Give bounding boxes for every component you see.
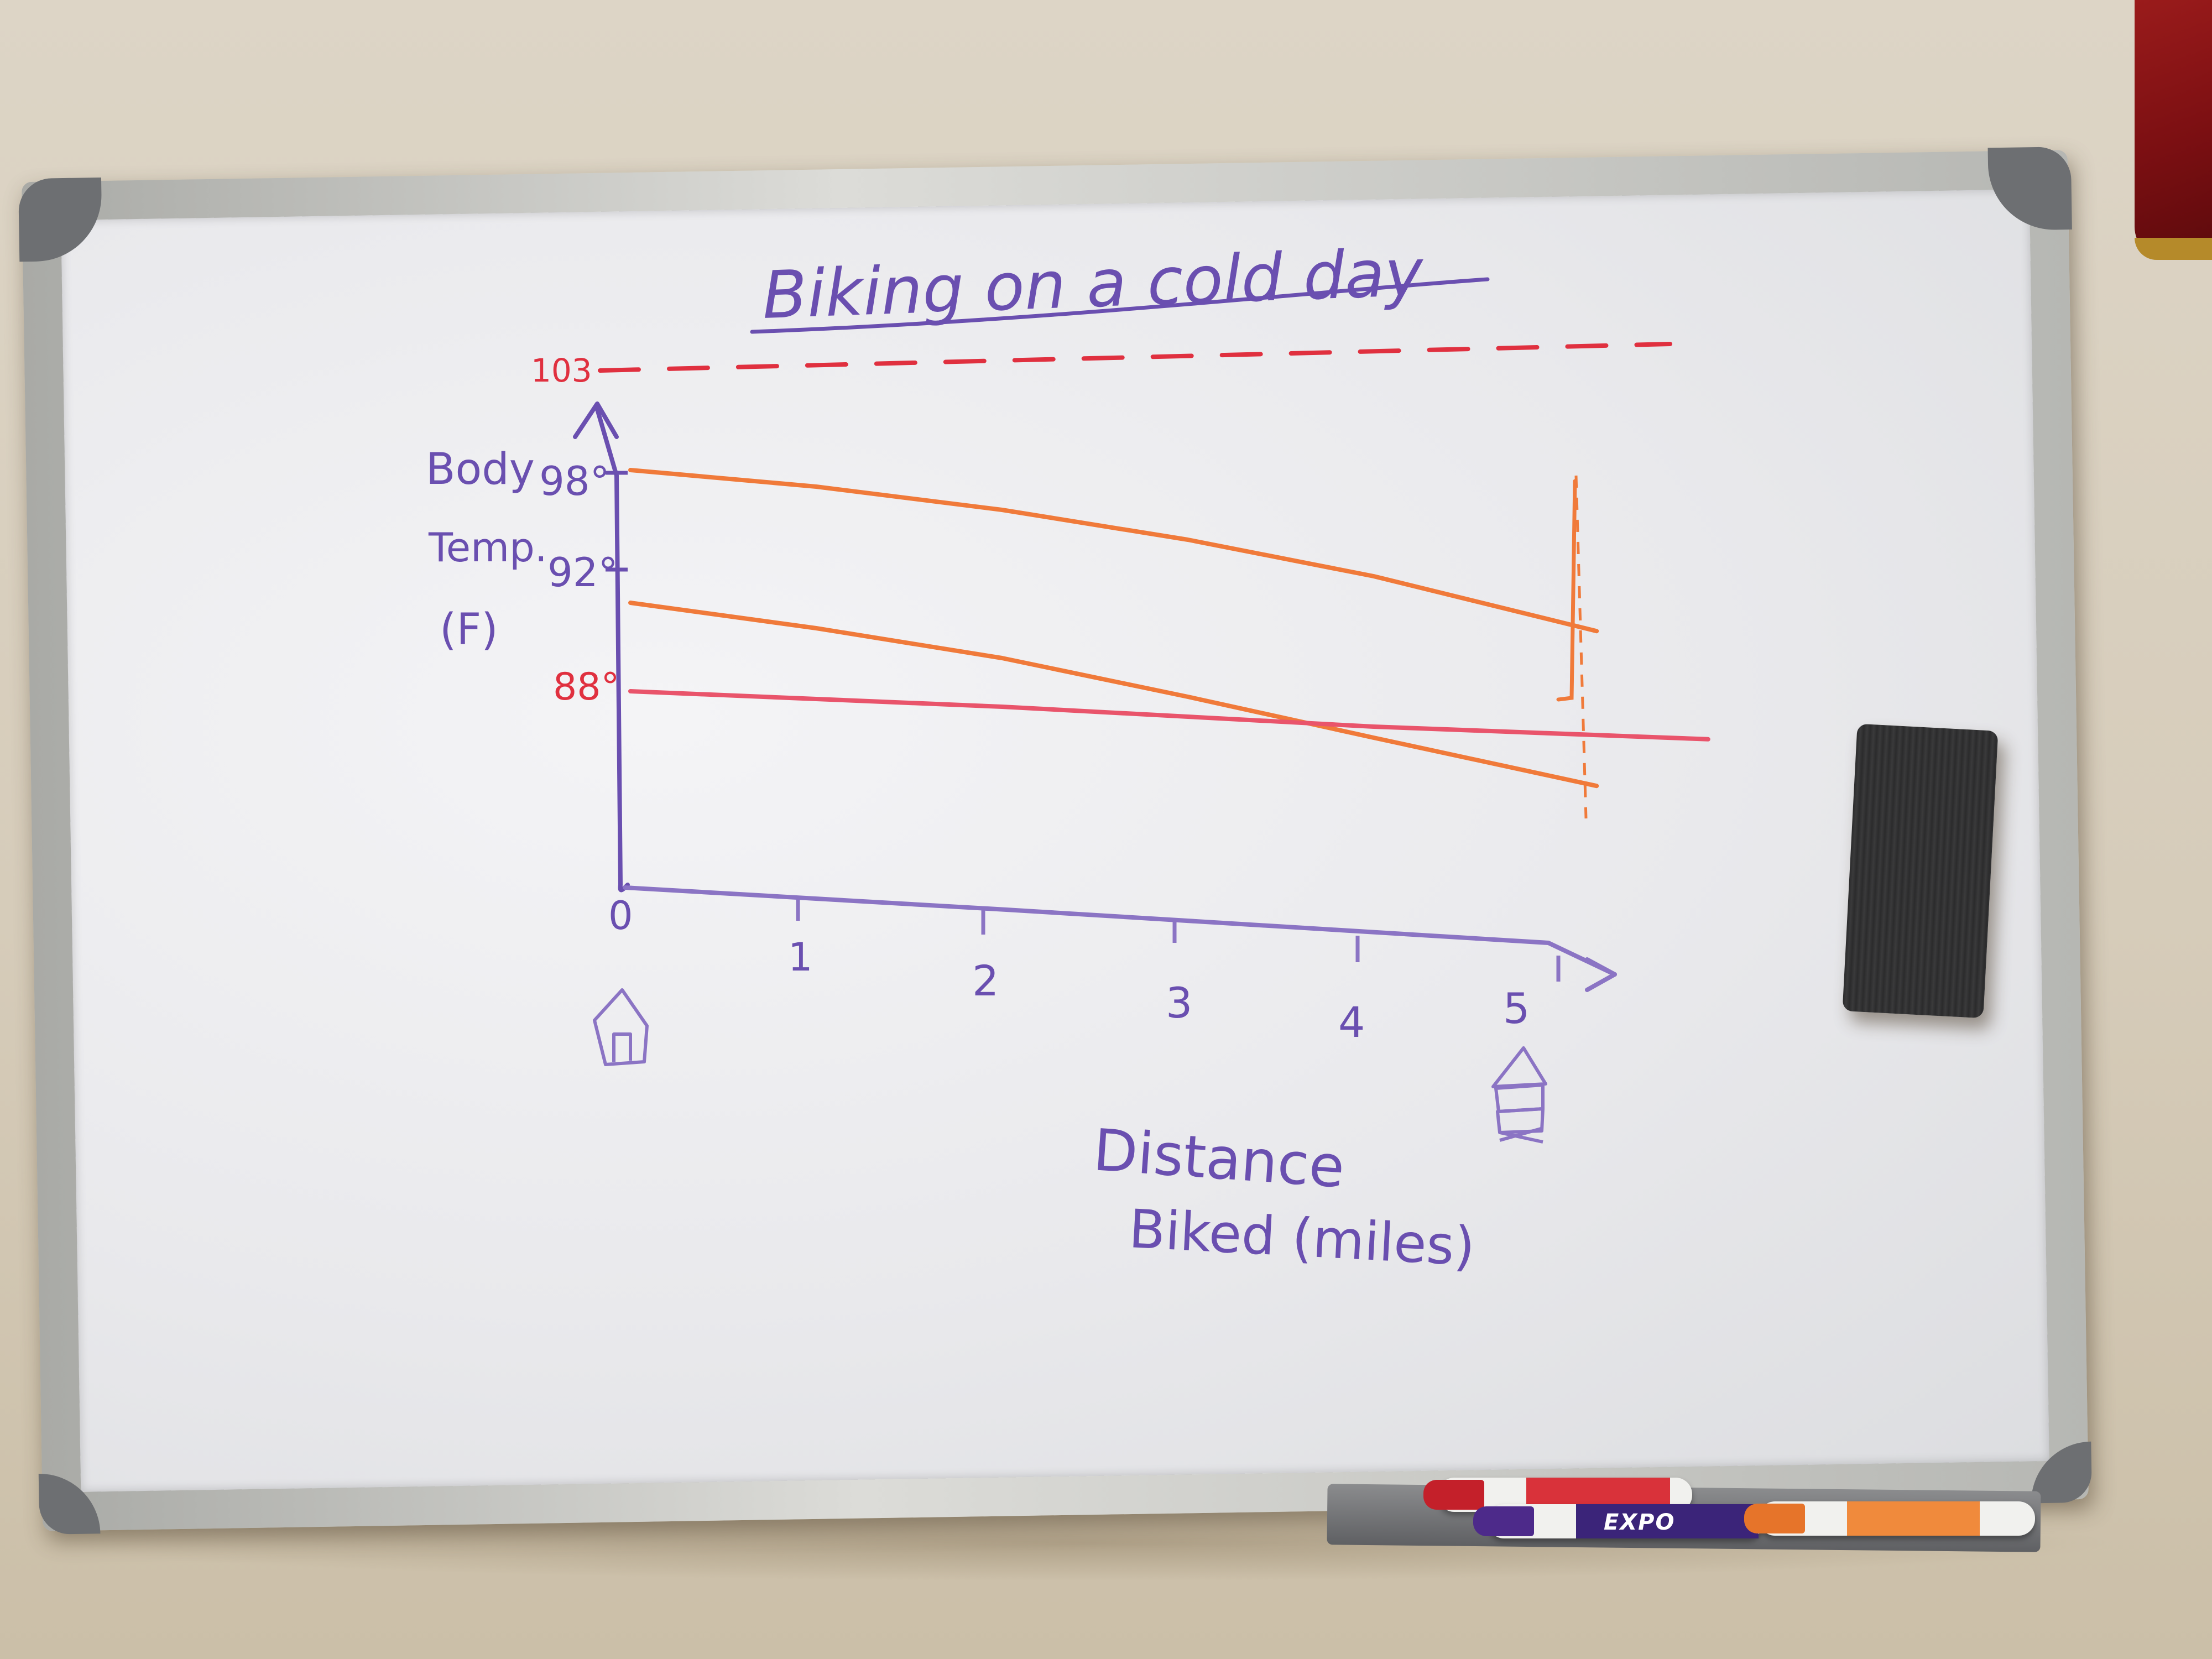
x-axis-line	[623, 885, 1617, 977]
y-axis-label-line-1: Body	[426, 445, 535, 494]
x-tick-4: 4	[1338, 998, 1365, 1047]
purple-marker-cap	[1473, 1506, 1534, 1536]
red-marker-cap	[1423, 1480, 1484, 1510]
fabric-trim	[2135, 238, 2212, 260]
x-axis-label-line-1: Distance	[1091, 1116, 1347, 1201]
purple-marker-band	[1576, 1504, 1759, 1538]
series-line-lower	[628, 689, 1710, 742]
warm-up-dashed-line	[1574, 475, 1588, 819]
building-icon	[1491, 1046, 1547, 1144]
y-tick-92: 92°	[547, 549, 618, 596]
series-line-upper	[628, 468, 1599, 634]
y-axis-label-line-3: (F)	[440, 605, 498, 655]
x-axis-arrowhead	[1585, 957, 1617, 992]
reference-label: 103	[531, 352, 592, 389]
series-layer	[628, 468, 1710, 789]
chart-title: Biking on a cold day	[761, 234, 1426, 333]
orange-marker-band	[1847, 1501, 1980, 1536]
x-tick-1: 1	[788, 935, 813, 980]
orange-marker-cap	[1744, 1504, 1805, 1533]
warm-up-jump-line	[1556, 479, 1577, 702]
x-tick-2: 2	[972, 956, 999, 1005]
reference-line	[598, 342, 1672, 373]
y-tick-88: 88°	[553, 665, 620, 709]
orange-marker[interactable]	[1744, 1501, 2035, 1536]
series-line-middle	[628, 601, 1599, 789]
title-underline	[750, 277, 1490, 334]
marker-brand-label: EXPO	[1604, 1510, 1676, 1535]
x-axis-label-line-2: Biked (miles)	[1128, 1198, 1477, 1278]
x-tick-3: 3	[1166, 978, 1192, 1027]
y-tick-98: 98°	[539, 458, 610, 504]
x-tick-5: 5	[1503, 984, 1530, 1033]
y-axis-label-line-2: Temp.	[428, 524, 547, 571]
x-tick-0: 0	[608, 893, 633, 938]
y-axis-arrowhead	[573, 401, 619, 439]
house-icon	[593, 988, 649, 1066]
red-fabric	[2135, 0, 2212, 260]
eraser[interactable]	[1842, 723, 1999, 1019]
purple-marker[interactable]: EXPO	[1473, 1504, 1764, 1538]
